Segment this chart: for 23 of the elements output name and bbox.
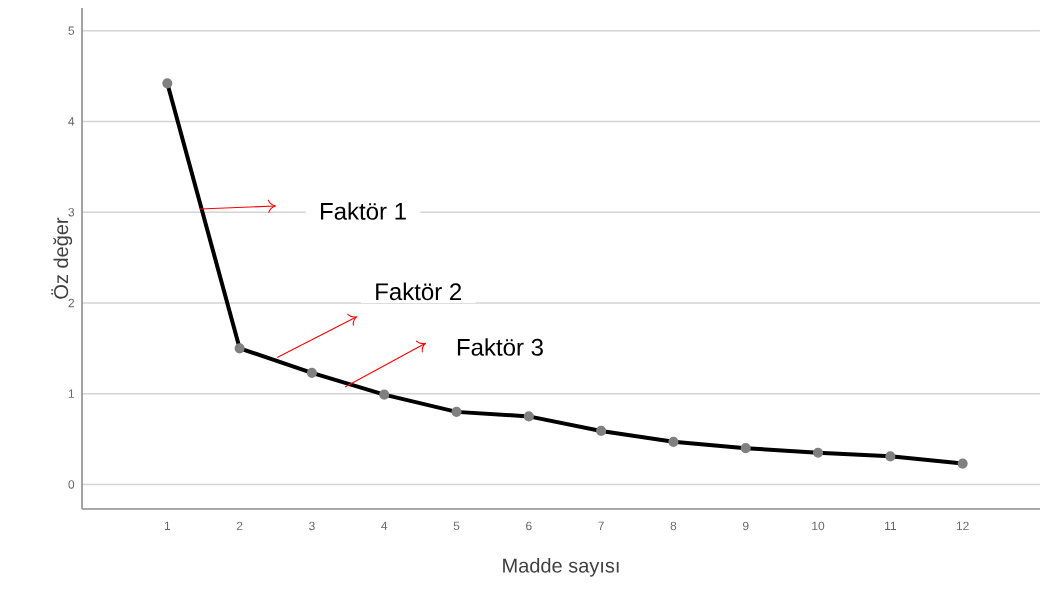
annotation: Faktör 3 (457, 338, 543, 356)
x-tick-label: 12 (956, 521, 969, 531)
x-tick-label: 4 (381, 521, 388, 530)
y-tick-label: 2 (68, 298, 75, 308)
y-tick-label: 5 (68, 26, 75, 35)
x-tick-label: 7 (598, 521, 604, 530)
y-tick-label: 0 (68, 480, 75, 489)
y-tick-label: 4 (68, 117, 75, 126)
y-tick-label: 1 (68, 389, 75, 398)
x-tick-label: 2 (236, 521, 243, 531)
annotation: Faktör 1 (320, 202, 406, 220)
x-tick-label: 5 (453, 521, 460, 531)
x-tick-label: 10 (812, 521, 825, 531)
x-tick-label: 11 (885, 521, 896, 530)
y-axis-title: Öz değer (51, 217, 73, 299)
x-axis-title: Madde sayısı (503, 558, 619, 577)
x-tick-label: 1 (164, 521, 171, 530)
x-tick-label: 8 (670, 521, 677, 531)
x-tick-label: 6 (526, 521, 532, 531)
x-tick-label: 9 (742, 521, 749, 531)
annotation: Faktör 2 (376, 282, 462, 301)
y-tick-label: 3 (68, 207, 75, 217)
x-tick-label: 3 (309, 521, 315, 531)
